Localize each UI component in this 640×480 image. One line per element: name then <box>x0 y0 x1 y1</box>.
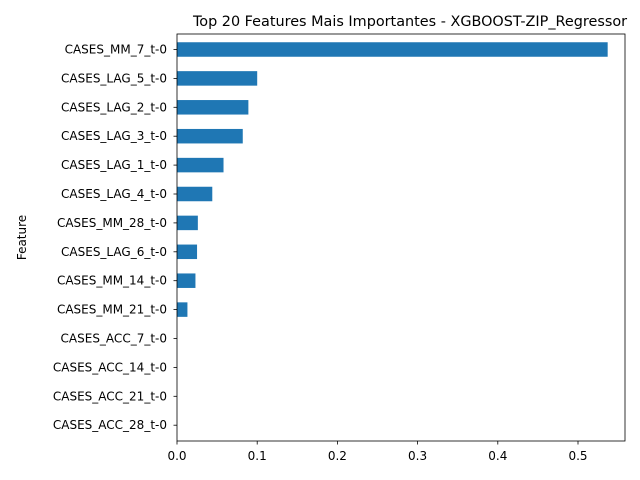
y-tick-label: CASES_MM_21_t-0 <box>57 303 167 317</box>
bars-group <box>177 42 608 317</box>
bar <box>177 186 213 202</box>
y-tick-label: CASES_LAG_5_t-0 <box>61 71 167 85</box>
y-axis-label: Feature <box>15 215 29 260</box>
y-tick-label: CASES_LAG_1_t-0 <box>61 158 167 172</box>
x-tick-label: 0.1 <box>248 449 267 463</box>
x-tick-label: 0.0 <box>167 449 186 463</box>
y-axis-ticks: CASES_MM_7_t-0 CASES_LAG_5_t-0 CASES_LAG_2… <box>53 43 177 432</box>
bar <box>177 157 224 173</box>
y-tick-label: CASES_MM_7_t-0 <box>65 43 167 57</box>
y-tick-label: CASES_LAG_2_t-0 <box>61 100 167 114</box>
bar <box>177 244 198 260</box>
y-tick-label: CASES_MM_14_t-0 <box>57 274 167 288</box>
chart-title: Top 20 Features Mais Importantes - XGBOO… <box>192 14 627 30</box>
y-tick-label: CASES_ACC_21_t-0 <box>53 389 167 403</box>
y-tick-label: CASES_LAG_3_t-0 <box>61 129 167 143</box>
bar <box>177 71 258 86</box>
bar <box>177 273 196 288</box>
x-axis-ticks: 0.0 0.1 0.2 0.3 0.4 0.5 <box>167 441 588 463</box>
y-tick-label: CASES_LAG_4_t-0 <box>61 187 167 201</box>
x-tick-label: 0.4 <box>488 449 507 463</box>
y-tick-label: CASES_MM_28_t-0 <box>57 216 167 230</box>
y-tick-label: CASES_ACC_14_t-0 <box>53 360 167 374</box>
bar <box>177 215 198 231</box>
plot-frame <box>176 33 626 442</box>
y-tick-label: CASES_ACC_7_t-0 <box>61 332 167 346</box>
y-tick-label: CASES_LAG_6_t-0 <box>61 245 167 259</box>
x-tick-label: 0.2 <box>328 449 347 463</box>
y-tick-label: CASES_ACC_28_t-0 <box>53 418 167 432</box>
x-tick-label: 0.3 <box>408 449 427 463</box>
x-tick-label: 0.5 <box>568 449 587 463</box>
bar <box>177 100 249 115</box>
bar <box>177 42 608 57</box>
bar <box>177 302 188 317</box>
bar <box>177 128 243 144</box>
